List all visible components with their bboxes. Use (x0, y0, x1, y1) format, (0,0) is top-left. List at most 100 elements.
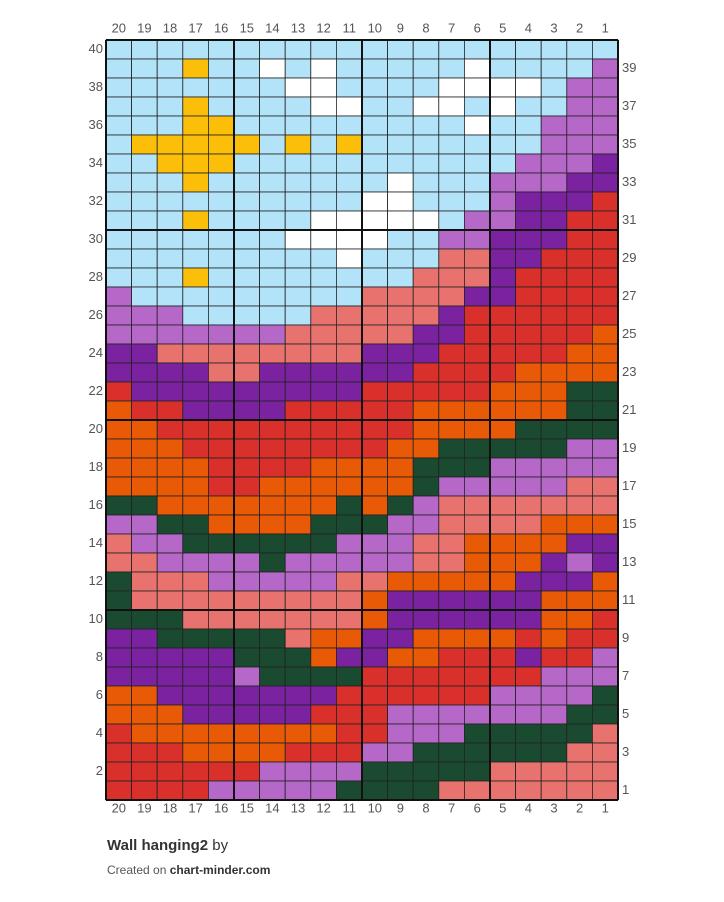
cell (182, 723, 209, 744)
cell (233, 476, 261, 497)
cell (361, 438, 389, 459)
cell (310, 172, 337, 193)
cell (182, 134, 209, 155)
cell (105, 400, 133, 421)
cell (182, 153, 209, 174)
cell (156, 267, 184, 288)
cell (310, 191, 337, 212)
cell (259, 153, 286, 174)
cell (387, 495, 414, 516)
cell (156, 96, 184, 117)
cell (259, 457, 286, 478)
cell (515, 115, 542, 136)
cell (489, 381, 517, 402)
cell (489, 666, 517, 687)
cell (233, 115, 261, 136)
column-label-bottom: 12 (316, 800, 330, 815)
cell (284, 210, 312, 231)
cell (412, 647, 440, 668)
cell (412, 571, 440, 592)
cell (463, 438, 491, 459)
cell (540, 685, 568, 706)
cell (566, 77, 593, 98)
cell (207, 457, 235, 478)
cell (182, 780, 209, 801)
cell (412, 666, 440, 687)
cell (489, 39, 517, 60)
cell (233, 647, 261, 668)
cell (131, 666, 158, 687)
cell (463, 476, 491, 497)
cell (105, 609, 133, 630)
cell (592, 590, 619, 611)
cell (310, 514, 337, 535)
cell (387, 39, 414, 60)
cell (182, 381, 209, 402)
row-label-left: 8 (96, 649, 103, 664)
cell (463, 647, 491, 668)
cell (310, 153, 337, 174)
cell (335, 685, 363, 706)
cell (592, 172, 619, 193)
cell (387, 533, 414, 554)
cell (463, 590, 491, 611)
cell (259, 514, 286, 535)
cell (463, 58, 491, 79)
cell (361, 362, 389, 383)
row-label-right: 27 (622, 288, 636, 303)
cell (361, 723, 389, 744)
column-label-bottom: 11 (342, 800, 356, 815)
cell (592, 761, 619, 782)
cell (566, 153, 593, 174)
cell (489, 476, 517, 497)
cell (566, 590, 593, 611)
cell (515, 647, 542, 668)
cell (592, 96, 619, 117)
cell (335, 305, 363, 326)
cell (105, 381, 133, 402)
cell (387, 457, 414, 478)
cell (233, 495, 261, 516)
cell (259, 761, 286, 782)
cell (515, 685, 542, 706)
cell (131, 723, 158, 744)
cell (259, 666, 286, 687)
cell (463, 210, 491, 231)
cell (207, 172, 235, 193)
cell (105, 685, 133, 706)
cell (182, 115, 209, 136)
cell (412, 134, 440, 155)
cell (489, 552, 517, 573)
cell (566, 571, 593, 592)
cell (566, 723, 593, 744)
cell (361, 115, 389, 136)
cell (259, 438, 286, 459)
cell (489, 628, 517, 649)
cell (284, 286, 312, 307)
cell (592, 381, 619, 402)
cell (361, 647, 389, 668)
cell (156, 628, 184, 649)
cell (335, 666, 363, 687)
cell (566, 552, 593, 573)
cell (566, 381, 593, 402)
cell (284, 590, 312, 611)
cell (387, 210, 414, 231)
cell (566, 780, 593, 801)
cell (489, 286, 517, 307)
cell (156, 248, 184, 269)
cell (540, 495, 568, 516)
cell (515, 153, 542, 174)
cell (335, 58, 363, 79)
cell (515, 381, 542, 402)
cell (489, 134, 517, 155)
cell (310, 723, 337, 744)
cell (131, 286, 158, 307)
cell (156, 153, 184, 174)
cell (233, 381, 261, 402)
cell (131, 267, 158, 288)
cell (233, 39, 261, 60)
cell (361, 58, 389, 79)
cell (284, 381, 312, 402)
